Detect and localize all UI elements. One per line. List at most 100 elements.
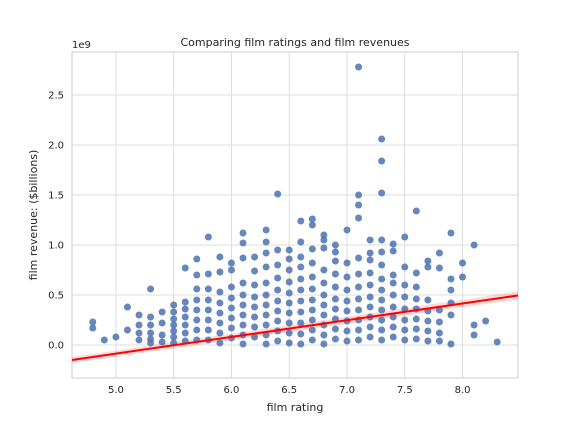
y-offset-text: 1e9: [72, 40, 91, 51]
data-point: [147, 329, 155, 337]
data-point: [331, 283, 339, 291]
data-point: [424, 327, 432, 335]
data-point: [112, 333, 120, 341]
data-point: [193, 306, 201, 314]
data-point: [424, 317, 432, 325]
data-point: [331, 325, 339, 333]
data-point: [251, 293, 259, 301]
data-point: [401, 316, 409, 324]
data-point: [412, 335, 420, 343]
data-point: [297, 330, 305, 338]
data-point: [401, 263, 409, 271]
data-point: [274, 286, 282, 294]
data-point: [459, 259, 467, 267]
data-point: [470, 241, 478, 249]
data-point: [435, 318, 443, 326]
data-point: [239, 291, 247, 299]
data-point: [274, 317, 282, 325]
data-point: [470, 321, 478, 329]
data-point: [355, 191, 363, 199]
data-point: [401, 336, 409, 344]
data-point: [343, 307, 351, 315]
data-point: [366, 236, 374, 244]
data-point: [285, 299, 293, 307]
data-point: [389, 271, 397, 279]
chart-title: Comparing film ratings and film revenues: [180, 36, 409, 49]
data-point: [331, 270, 339, 278]
data-point: [320, 340, 328, 348]
data-point: [181, 305, 189, 313]
data-point: [389, 303, 397, 311]
data-point: [262, 331, 270, 339]
data-point: [251, 267, 259, 275]
data-point: [274, 190, 282, 198]
data-point: [216, 288, 224, 296]
data-point: [262, 226, 270, 234]
data-point: [135, 336, 143, 344]
data-point: [147, 285, 155, 293]
data-point: [158, 331, 166, 339]
data-point: [389, 323, 397, 331]
data-point: [412, 295, 420, 303]
data-point: [239, 311, 247, 319]
data-point: [297, 253, 305, 261]
data-point: [216, 339, 224, 347]
data-point: [227, 324, 235, 332]
data-point: [378, 326, 386, 334]
data-point: [378, 261, 386, 269]
data-point: [343, 273, 351, 281]
data-point: [239, 301, 247, 309]
data-point: [401, 233, 409, 241]
data-point: [447, 286, 455, 294]
data-point: [239, 279, 247, 287]
data-point: [274, 274, 282, 282]
data-point: [251, 313, 259, 321]
data-point: [320, 244, 328, 252]
data-point: [227, 283, 235, 291]
data-point: [181, 298, 189, 306]
data-point: [100, 336, 108, 344]
data-point: [331, 335, 339, 343]
data-point: [216, 309, 224, 317]
data-point: [355, 283, 363, 291]
data-point: [193, 296, 201, 304]
data-point: [389, 333, 397, 341]
data-point: [378, 286, 386, 294]
data-point: [424, 296, 432, 304]
data-point: [239, 321, 247, 329]
data-point: [308, 296, 316, 304]
data-point: [170, 315, 178, 323]
data-point: [181, 313, 189, 321]
data-point: [308, 273, 316, 281]
data-point: [170, 301, 178, 309]
data-point: [401, 326, 409, 334]
data-point: [331, 241, 339, 249]
data-point: [378, 336, 386, 344]
data-point: [355, 254, 363, 262]
data-point: [355, 295, 363, 303]
data-point: [320, 236, 328, 244]
data-point: [204, 296, 212, 304]
data-point: [262, 238, 270, 246]
data-point: [181, 329, 189, 337]
data-point: [389, 291, 397, 299]
y-tick-label: 2.5: [48, 91, 64, 102]
y-tick-label: 0.0: [48, 341, 64, 352]
data-point: [251, 323, 259, 331]
data-point: [285, 289, 293, 297]
data-point: [320, 266, 328, 274]
data-point: [158, 319, 166, 327]
data-point: [308, 245, 316, 253]
data-point: [297, 286, 305, 294]
data-point: [366, 249, 374, 257]
data-point: [308, 215, 316, 223]
data-point: [216, 319, 224, 327]
data-point: [401, 293, 409, 301]
data-point: [355, 270, 363, 278]
data-point: [262, 340, 270, 348]
data-point: [170, 321, 178, 329]
data-point: [378, 306, 386, 314]
data-point: [435, 329, 443, 337]
data-point: [389, 247, 397, 255]
data-point: [366, 323, 374, 331]
